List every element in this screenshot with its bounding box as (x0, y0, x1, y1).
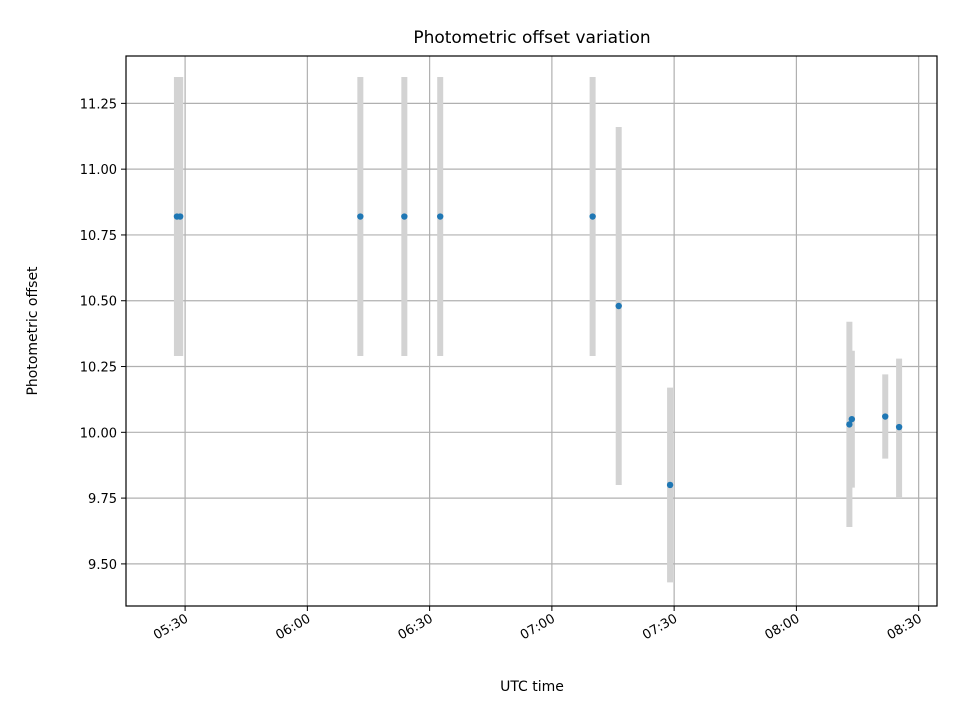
data-point (848, 415, 856, 423)
y-tick-label: 10.00 (80, 426, 117, 441)
y-tick-label: 10.75 (80, 229, 117, 244)
x-tick-label: 08:00 (762, 611, 802, 643)
grid-lines (126, 56, 937, 606)
data-point (615, 302, 622, 310)
x-tick-label: 05:30 (151, 611, 191, 643)
data-point (895, 423, 903, 431)
data-point (882, 413, 889, 420)
data-point (589, 213, 596, 220)
data-point (401, 213, 408, 220)
data-point (177, 213, 184, 220)
x-tick-label: 06:00 (273, 611, 313, 643)
error-bars (173, 77, 903, 583)
x-axis-label: UTC time (500, 679, 564, 695)
y-tick-label: 9.75 (88, 492, 117, 507)
plot-frame (125, 55, 938, 607)
chart-title: Photometric offset variation (413, 28, 650, 48)
y-tick-label: 11.25 (80, 97, 117, 112)
y-tick-label: 10.25 (80, 361, 117, 376)
x-tick-label: 08:30 (885, 611, 925, 643)
data-point (846, 421, 853, 428)
data-point (437, 213, 444, 220)
data-points (173, 213, 903, 489)
x-axis-ticks: 05:30 06:00 06:30 07:00 07:30 08:00 08:30 (151, 606, 925, 643)
data-point (357, 213, 364, 220)
y-axis-ticks: 9.50 9.75 10.00 10.25 10.50 10.75 11.00 11.25 (80, 97, 126, 573)
x-tick-label: 07:30 (640, 611, 680, 643)
x-tick-label: 06:30 (396, 611, 436, 643)
x-tick-label: 07:00 (518, 611, 558, 643)
data-point (666, 481, 674, 489)
y-tick-label: 9.50 (88, 558, 117, 573)
y-tick-label: 10.50 (80, 295, 117, 310)
y-axis-label: Photometric offset (25, 266, 41, 396)
y-tick-label: 11.00 (80, 163, 117, 178)
